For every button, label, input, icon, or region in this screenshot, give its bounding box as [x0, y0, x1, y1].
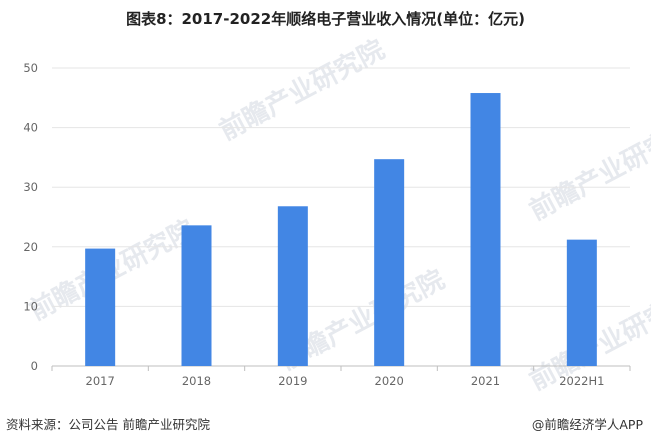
- bar: [181, 225, 212, 366]
- y-tick-label: 50: [23, 61, 38, 75]
- x-tick-label: 2021: [471, 374, 500, 388]
- y-tick-label: 40: [23, 121, 38, 135]
- bar: [470, 93, 501, 367]
- x-tick-label: 2022H1: [559, 374, 604, 388]
- y-tick-label: 30: [23, 180, 38, 194]
- y-tick-label: 0: [31, 359, 38, 373]
- bar: [277, 206, 308, 366]
- chart-title: 图表8：2017-2022年顺络电子营业收入情况(单位：亿元): [126, 10, 525, 28]
- y-tick-label: 10: [23, 299, 38, 313]
- chart-area: 0 10 20 30 40 50 2017 2018 2019 2020 2021 2022H1: [23, 61, 631, 388]
- bar: [374, 159, 405, 366]
- bar-chart: 0 10 20 30 40 50 2017 2018 2019 2020 2021 2022H1: [23, 61, 631, 388]
- source-note: 资料来源：公司公告 前瞻产业研究院: [6, 417, 210, 432]
- x-tick-label: 2020: [375, 374, 404, 388]
- x-tick-label: 2017: [86, 374, 115, 388]
- y-tick-label: 20: [23, 240, 38, 254]
- bar: [85, 248, 116, 366]
- x-tick-label: 2019: [278, 374, 307, 388]
- x-tick-label: 2018: [182, 374, 211, 388]
- brand-label: @前瞻经济学人APP: [531, 417, 643, 432]
- bar: [566, 239, 597, 366]
